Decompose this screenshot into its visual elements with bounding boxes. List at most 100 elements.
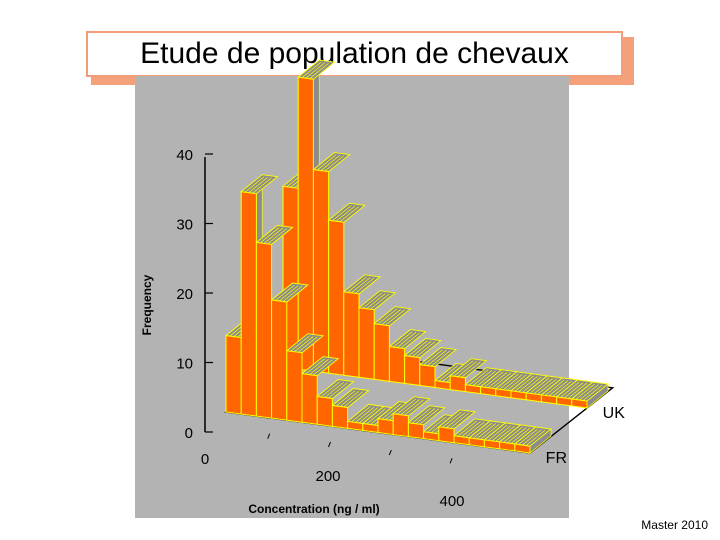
- bar-hatch-uk-18-3: [567, 382, 588, 399]
- bar-uk-15: [510, 390, 527, 401]
- x-tick-label-400: 400: [439, 493, 464, 510]
- bar-hatch-uk-13-3: [491, 372, 512, 389]
- bar-fr-15: [453, 435, 470, 446]
- bar-hatch-fr-14-2: [446, 412, 466, 429]
- bar-hatch-uk-15-2: [518, 376, 538, 393]
- bar-hatch-uk-12-2: [472, 370, 493, 386]
- bar-fr-5: [301, 373, 318, 425]
- bar-hatch-fr-10-1: [381, 403, 401, 420]
- chart-bars: UK FR: [224, 59, 625, 467]
- bar-hatch-uk-3-2: [335, 205, 356, 222]
- bar-hatch-uk-12-3: [476, 370, 496, 387]
- bar-fr-14: [438, 426, 455, 444]
- bar-fr-17: [483, 439, 501, 450]
- bar-hatch-uk-6-3: [385, 309, 405, 326]
- title-box: Etude de population de chevaux: [86, 31, 623, 77]
- series-label-fr: FR: [546, 450, 567, 467]
- bar-uk-7: [388, 346, 406, 384]
- bar-uk-9: [419, 364, 436, 389]
- bar-hatch-uk-19-3: [582, 384, 603, 401]
- bar-uk-10: [434, 380, 451, 391]
- bar-hatch-uk-15-3: [522, 376, 542, 393]
- x-tick-label-200: 200: [315, 468, 340, 485]
- bar-uk-5: [358, 307, 375, 380]
- bar-hatch-fr-16-2: [476, 423, 496, 440]
- bar-hatch-uk-10-1: [438, 365, 458, 382]
- bar-fr-4: [286, 350, 303, 423]
- bar-hatch-uk-12-1: [468, 369, 489, 386]
- bar-endcap-uk: [586, 383, 609, 409]
- bar-uk-18: [556, 396, 573, 407]
- bar-fr-1: [240, 191, 257, 417]
- bar-hatch-fr-8-3: [358, 407, 379, 424]
- bar-hatch-uk-2-3: [324, 155, 344, 172]
- bar-hatch-fr-19-1: [518, 428, 538, 445]
- bar-hatch-fr-3-1: [275, 284, 295, 301]
- bar-hatch-uk-17-2: [548, 380, 569, 397]
- bar-hatch-fr-17-3: [495, 425, 515, 442]
- bar-hatch-uk-1-2: [305, 62, 325, 79]
- bar-hatch-uk-8-1: [408, 340, 428, 357]
- bar-hatch-uk-5-1: [362, 292, 382, 309]
- bar-hatch-uk-11-3: [461, 361, 481, 378]
- bar-uk-19: [571, 398, 588, 409]
- bar-hatch-fr-5-3: [313, 359, 333, 376]
- bar-uk-6: [373, 323, 390, 382]
- bar-hatch-fr-15-1: [457, 420, 477, 437]
- y-tick-label-20: 20: [176, 286, 193, 303]
- bar-hatch-uk-8-3: [415, 341, 436, 358]
- bar-hatch-fr-4-2: [294, 336, 314, 352]
- bar-hatch-fr-17-2: [491, 425, 512, 442]
- y-tick-label-0: 0: [185, 425, 193, 442]
- bar-fr-8: [347, 420, 364, 431]
- bar-hatch-uk-4-1: [347, 276, 367, 293]
- bar-hatch-uk-7-3: [400, 332, 420, 349]
- bar-hatch-uk-4-3: [354, 277, 375, 294]
- bar-fr-0: [225, 335, 242, 415]
- bar-hatch-fr-11-2: [400, 399, 420, 415]
- bar-hatch-uk-17-1: [544, 379, 565, 396]
- bar-fr-11: [392, 413, 409, 438]
- bar-fr-12: [407, 422, 425, 440]
- bar-hatch-uk-5-2: [366, 293, 386, 310]
- bar-hatch-fr-17-1: [487, 424, 508, 441]
- bar-hatch-fr-2-3: [267, 228, 287, 245]
- bar-hatch-fr-12-3: [419, 408, 439, 425]
- bar-hatch-uk-13-1: [484, 371, 504, 388]
- bar-hatch-fr-19-2: [522, 429, 542, 446]
- bar-hatch-uk-16-3: [537, 378, 557, 395]
- slide-title: Etude de population de chevaux: [140, 37, 569, 70]
- bar-fr-6: [316, 395, 333, 427]
- bar-uk-14: [495, 388, 512, 399]
- bar-fr-2: [255, 241, 273, 419]
- bar-fr-13: [423, 431, 440, 442]
- bar-hatch-fr-15-2: [461, 421, 481, 438]
- bar-hatch-uk-5-3: [370, 293, 390, 310]
- bar-hatch-fr-6-3: [328, 382, 348, 399]
- bar-hatch-uk-2-1: [316, 154, 337, 171]
- bar-hatch-uk-9-2: [427, 350, 447, 366]
- bar-hatch-uk-18-1: [560, 381, 580, 398]
- bar-hatch-fr-12-1: [411, 407, 432, 424]
- bar-uk-8: [404, 355, 421, 386]
- bar-hatch-uk-6-1: [377, 308, 398, 325]
- bar-hatch-fr-7-1: [335, 390, 356, 407]
- bar-hatch-fr-18-1: [503, 426, 523, 443]
- bar-hatch-fr-4-1: [290, 335, 310, 352]
- bar-hatch-uk-6-2: [381, 309, 401, 325]
- bar-hatch-uk-16-2: [533, 378, 553, 395]
- bar-hatch-fr-3-3: [282, 285, 303, 302]
- chart-axes: 0 10 20 30 40 Frequency 0 200 400 Concentration (…: [140, 147, 465, 516]
- y-tick-label-10: 10: [176, 356, 193, 373]
- bar-hatch-uk-15-1: [514, 375, 534, 392]
- bar-hatch-fr-6-1: [320, 381, 341, 398]
- bar-uk-3: [328, 219, 345, 376]
- x-axis-label: Concentration (ng / ml): [248, 502, 379, 516]
- x-minor-tick-3: [388, 449, 392, 456]
- bar-hatch-uk-19-2: [579, 384, 599, 401]
- bar-hatch-uk-16-1: [529, 377, 550, 394]
- bar-hatch-uk-9-3: [430, 350, 451, 367]
- bar-hatch-uk-11-2: [457, 361, 477, 377]
- bar-fr-19: [514, 443, 531, 454]
